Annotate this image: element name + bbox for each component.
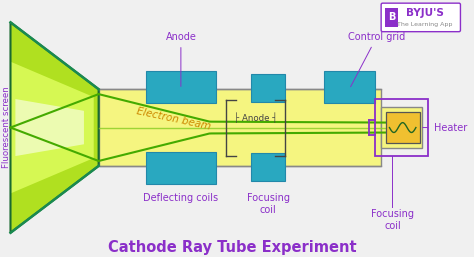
Text: Heater: Heater: [423, 123, 467, 133]
Bar: [381, 107, 422, 148]
Polygon shape: [10, 62, 94, 194]
Bar: [324, 71, 375, 103]
Bar: [251, 153, 285, 181]
Text: Cathode Ray Tube Experiment: Cathode Ray Tube Experiment: [109, 240, 357, 255]
Text: Focusing
coil: Focusing coil: [371, 209, 414, 231]
Text: B: B: [388, 12, 395, 22]
Text: Electron beam: Electron beam: [136, 106, 212, 131]
Text: The Learning App: The Learning App: [397, 22, 452, 27]
Bar: [375, 99, 428, 156]
Polygon shape: [10, 22, 99, 233]
Bar: [146, 152, 216, 183]
Text: Deflecting coils: Deflecting coils: [143, 194, 219, 204]
Text: Control grid: Control grid: [348, 32, 405, 87]
Text: Fluorescent screen: Fluorescent screen: [2, 87, 11, 168]
Text: BYJU'S: BYJU'S: [406, 8, 444, 19]
Bar: [146, 71, 216, 103]
Polygon shape: [15, 99, 84, 156]
Bar: [251, 75, 285, 102]
Text: Anode: Anode: [165, 32, 196, 86]
Bar: [99, 89, 381, 166]
Text: ├ Anode ┤: ├ Anode ┤: [234, 112, 277, 123]
Bar: [385, 112, 420, 143]
Bar: [384, 7, 398, 27]
FancyBboxPatch shape: [381, 3, 460, 32]
Text: Focusing
coil: Focusing coil: [246, 194, 290, 215]
